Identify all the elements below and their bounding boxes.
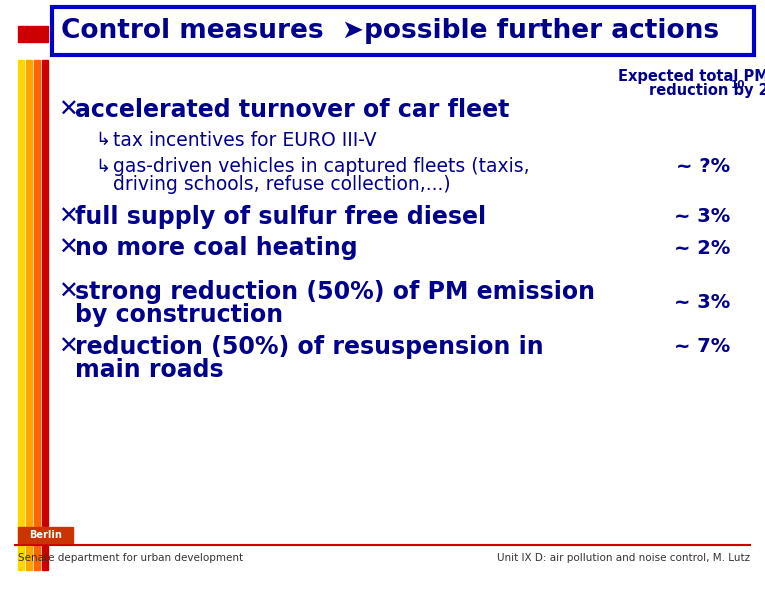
Bar xyxy=(26,60,32,570)
Text: ↳: ↳ xyxy=(95,158,110,176)
Text: ~ 3%: ~ 3% xyxy=(674,208,730,226)
Text: Senate department for urban development: Senate department for urban development xyxy=(18,553,243,563)
Bar xyxy=(34,60,40,570)
Bar xyxy=(18,527,73,543)
Text: ✕: ✕ xyxy=(58,335,78,359)
Text: ~ 3%: ~ 3% xyxy=(674,293,730,313)
Text: accelerated turnover of car fleet: accelerated turnover of car fleet xyxy=(75,98,509,122)
Text: Berlin: Berlin xyxy=(29,530,62,540)
Text: ↳: ↳ xyxy=(95,131,110,149)
Text: ~ 7%: ~ 7% xyxy=(674,337,730,356)
Text: tax incentives for EURO III-V: tax incentives for EURO III-V xyxy=(113,130,376,149)
Bar xyxy=(18,60,24,570)
Text: 10: 10 xyxy=(731,80,746,90)
Text: reduction by 2005: reduction by 2005 xyxy=(649,83,765,98)
Text: ~ ?%: ~ ?% xyxy=(675,157,730,176)
Text: by construction: by construction xyxy=(75,303,283,327)
Text: ✕: ✕ xyxy=(58,236,78,260)
Bar xyxy=(18,26,48,42)
Text: full supply of sulfur free diesel: full supply of sulfur free diesel xyxy=(75,205,486,229)
Text: ~ 2%: ~ 2% xyxy=(674,238,730,257)
Text: Expected total PM: Expected total PM xyxy=(618,70,765,85)
Text: gas-driven vehicles in captured fleets (taxis,: gas-driven vehicles in captured fleets (… xyxy=(113,157,529,176)
Text: main roads: main roads xyxy=(75,358,223,382)
Text: Control measures  ➤possible further actions: Control measures ➤possible further actio… xyxy=(61,18,719,44)
Text: ✕: ✕ xyxy=(58,98,78,122)
Text: ✕: ✕ xyxy=(58,280,78,304)
Text: driving schools, refuse collection,...): driving schools, refuse collection,...) xyxy=(113,175,451,193)
Text: ✕: ✕ xyxy=(58,205,78,229)
Text: Unit IX D: air pollution and noise control, M. Lutz: Unit IX D: air pollution and noise contr… xyxy=(497,553,750,563)
Text: strong reduction (50%) of PM emission: strong reduction (50%) of PM emission xyxy=(75,280,595,304)
FancyBboxPatch shape xyxy=(52,7,754,55)
Bar xyxy=(42,60,48,570)
Text: reduction (50%) of resuspension in: reduction (50%) of resuspension in xyxy=(75,335,544,359)
Text: no more coal heating: no more coal heating xyxy=(75,236,357,260)
